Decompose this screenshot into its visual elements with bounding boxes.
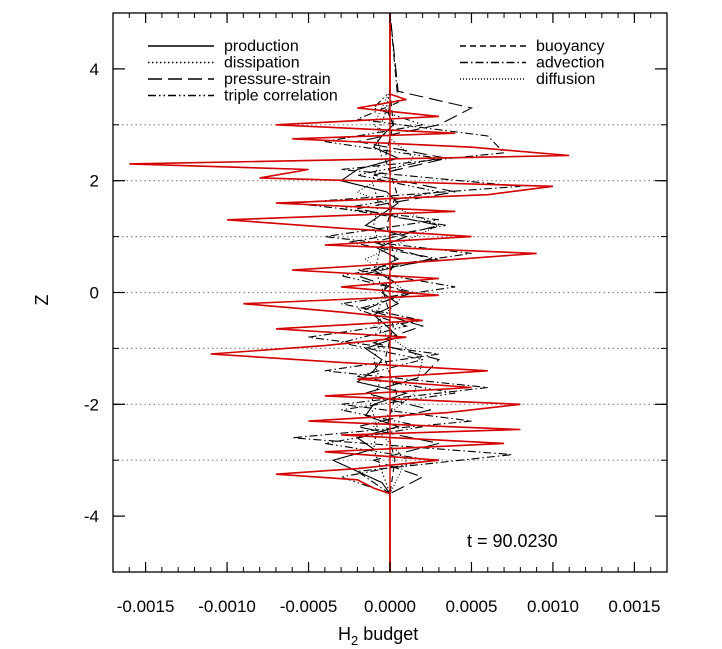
legend-label: triple correlation (224, 88, 338, 105)
x-axis-title-subscript: 2 (351, 633, 358, 648)
y-tick-label: 2 (90, 172, 99, 191)
series-layer (129, 12, 570, 572)
y-tick-label: 0 (90, 284, 99, 303)
legend-label: advection (536, 55, 605, 72)
x-tick-label: 0.0015 (608, 597, 660, 616)
y-axis-title: Z (32, 295, 52, 306)
legend-label: production (224, 38, 299, 55)
legend-label: diffusion (536, 71, 595, 88)
x-axis-title-main: H (338, 624, 351, 644)
y-tick-label: -2 (84, 395, 99, 414)
x-axis-title: H2 budget (338, 624, 418, 648)
legend-label: buoyancy (536, 38, 605, 55)
x-tick-label: -0.0015 (117, 597, 175, 616)
legend-label: pressure-strain (224, 71, 331, 88)
x-tick-label: 0.0010 (527, 597, 579, 616)
series-line-triple-correlation (324, 13, 456, 572)
time-annotation: t = 90.0230 (467, 531, 558, 551)
legend-label: dissipation (224, 55, 300, 72)
x-tick-label: 0.0005 (445, 597, 497, 616)
x-axis-title-rest: budget (358, 624, 418, 644)
y-tick-label: 4 (90, 60, 99, 79)
x-tick-label: 0.0000 (364, 597, 416, 616)
y-axis-ticks: -4 -2 0 2 4 (84, 12, 667, 573)
x-axis-ticks: -0.0015 -0.0010 -0.0005 0.0000 0.0005 0.0010 0… (117, 13, 660, 616)
x-tick-label: -0.0010 (198, 597, 256, 616)
series-line-advection (292, 12, 521, 572)
legend: productiondissipationpressure-straintrip… (148, 38, 605, 105)
y-tick-label: -4 (84, 507, 99, 526)
x-tick-label: -0.0005 (280, 597, 338, 616)
series-line-red-total- (129, 13, 570, 572)
